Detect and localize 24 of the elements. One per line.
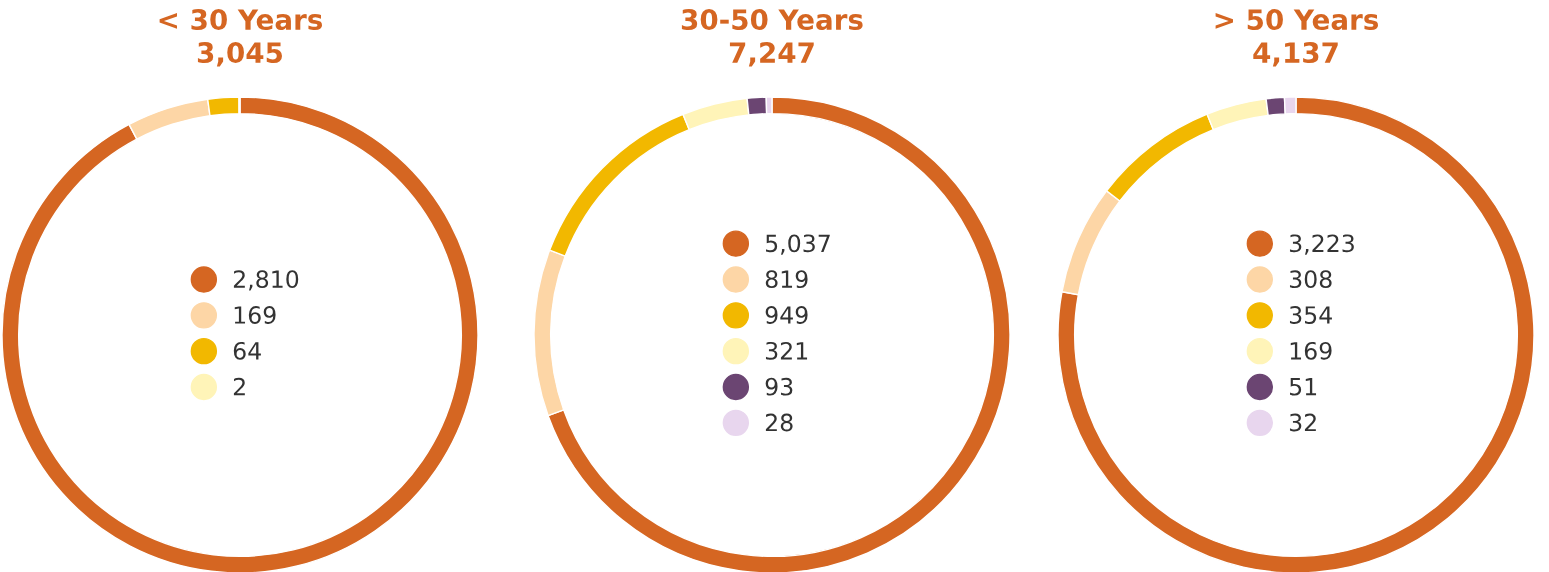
legend-label: 2,810 <box>233 270 299 291</box>
legend-label: 354 <box>1289 306 1332 324</box>
legend-label: 3,223 <box>1289 234 1354 255</box>
legend-label: 321 <box>765 341 808 360</box>
legend-label: 169 <box>1290 341 1332 360</box>
chart-title: > 50 Years <box>1215 9 1379 31</box>
chart-subtitle: 4,137 <box>1253 42 1338 67</box>
donut-slice <box>1057 96 1535 572</box>
legend-label: 169 <box>234 306 276 324</box>
chart-title: < 30 Years <box>159 9 323 31</box>
donut-slice <box>1 96 479 572</box>
legend-label: 32 <box>1289 413 1316 432</box>
legend-label: 51 <box>1290 378 1317 396</box>
legend-label: 2 <box>233 377 245 396</box>
chart-subtitle: 7,247 <box>729 42 814 67</box>
legend-label: 5,037 <box>766 234 830 255</box>
legend-label: 819 <box>765 270 808 289</box>
legend-label: 64 <box>233 341 261 360</box>
legend-label: 28 <box>765 413 793 432</box>
chart-subtitle: 3,045 <box>197 42 282 67</box>
legend-label: 93 <box>765 377 793 396</box>
chart-title: 30-50 Years <box>681 9 863 31</box>
legend-label: 308 <box>1289 270 1332 289</box>
legend-label: 949 <box>765 306 808 324</box>
